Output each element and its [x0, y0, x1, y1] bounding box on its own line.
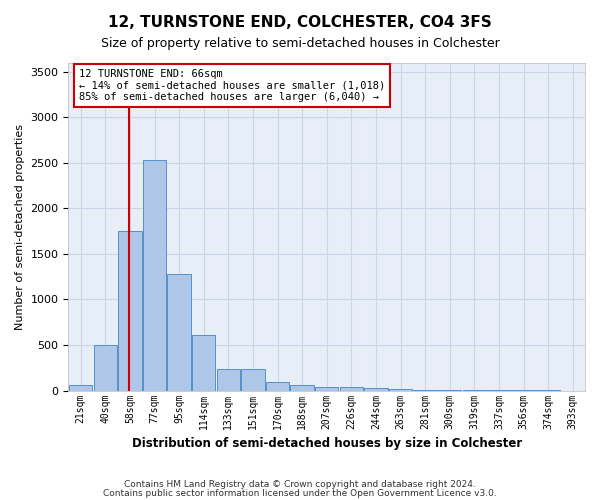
Bar	[241, 369, 265, 390]
Bar	[69, 385, 92, 390]
Bar	[364, 388, 388, 390]
Text: Contains HM Land Registry data © Crown copyright and database right 2024.: Contains HM Land Registry data © Crown c…	[124, 480, 476, 489]
Text: Size of property relative to semi-detached houses in Colchester: Size of property relative to semi-detach…	[101, 38, 499, 51]
X-axis label: Distribution of semi-detached houses by size in Colchester: Distribution of semi-detached houses by …	[131, 437, 522, 450]
Bar	[192, 335, 215, 390]
Text: Contains public sector information licensed under the Open Government Licence v3: Contains public sector information licen…	[103, 488, 497, 498]
Bar	[118, 231, 142, 390]
Bar	[143, 160, 166, 390]
Text: 12 TURNSTONE END: 66sqm
← 14% of semi-detached houses are smaller (1,018)
85% of: 12 TURNSTONE END: 66sqm ← 14% of semi-de…	[79, 69, 385, 102]
Bar	[340, 387, 363, 390]
Bar	[266, 382, 289, 390]
Bar	[315, 386, 338, 390]
Bar	[217, 369, 240, 390]
Bar	[94, 345, 117, 391]
Bar	[290, 385, 314, 390]
Y-axis label: Number of semi-detached properties: Number of semi-detached properties	[15, 124, 25, 330]
Text: 12, TURNSTONE END, COLCHESTER, CO4 3FS: 12, TURNSTONE END, COLCHESTER, CO4 3FS	[108, 15, 492, 30]
Bar	[167, 274, 191, 390]
